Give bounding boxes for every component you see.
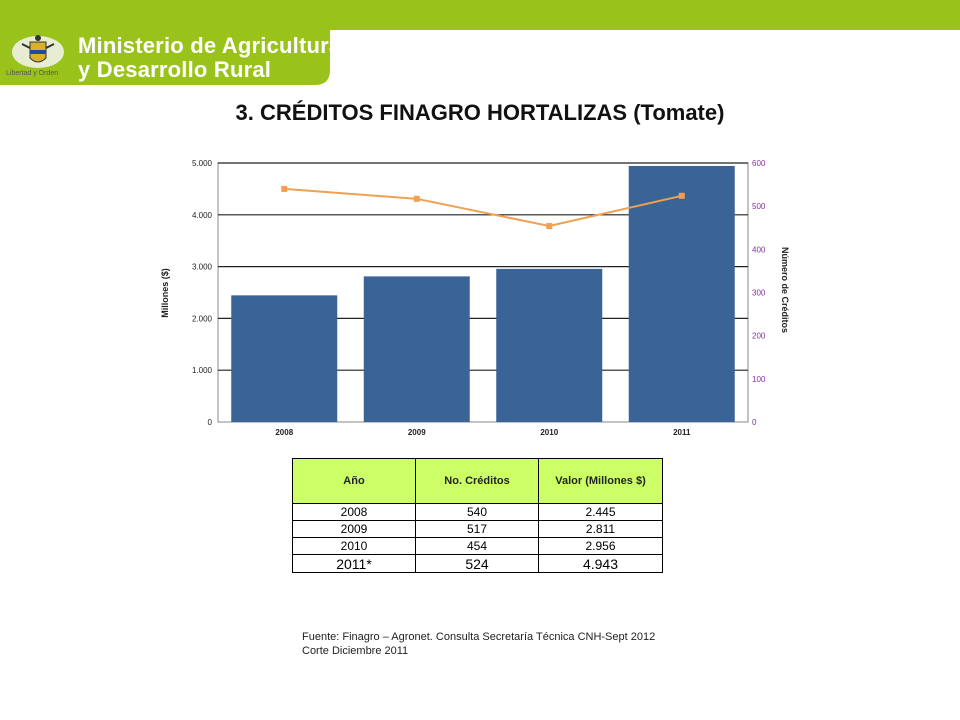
- y-tick-label: 5.000: [192, 159, 213, 168]
- cell-value: 4.943: [538, 554, 663, 573]
- y-tick-label: 0: [208, 418, 213, 427]
- header-year: Año: [292, 458, 416, 504]
- cell-credits: 517: [415, 520, 539, 538]
- cell-credits: 540: [415, 503, 539, 521]
- table-row: 2011* 524 4.943: [292, 554, 663, 573]
- bar: [231, 295, 338, 422]
- y2-tick-label: 600: [752, 159, 766, 168]
- data-point: [678, 192, 685, 199]
- credits-table: Año No. Créditos Valor (Millones $) 2008…: [292, 458, 663, 573]
- cell-credits: 524: [415, 554, 539, 573]
- source-note: Fuente: Finagro – Agronet. Consulta Secr…: [302, 630, 655, 658]
- data-point: [281, 185, 288, 192]
- bar: [496, 268, 603, 422]
- chart-line: [281, 185, 685, 230]
- cell-credits: 454: [415, 537, 539, 555]
- y-tick-label: 3.000: [192, 263, 213, 272]
- source-line1: Fuente: Finagro – Agronet. Consulta Secr…: [302, 631, 656, 643]
- chart-axes: 0 1.000 2.000 3.000 4.000 5.000 0 100 200 300 400 5…: [192, 159, 766, 437]
- y2-tick-label: 100: [752, 375, 766, 384]
- y2-tick-label: 400: [752, 245, 766, 254]
- table-row: 2010 454 2.956: [292, 537, 663, 555]
- y-axis-label: Millones ($): [160, 268, 170, 318]
- data-point: [546, 223, 553, 230]
- y-tick-label: 4.000: [192, 211, 213, 220]
- y2-tick-label: 200: [752, 332, 766, 341]
- table-row: 2009 517 2.811: [292, 520, 663, 538]
- bar: [363, 276, 470, 422]
- cell-year: 2008: [292, 503, 416, 521]
- y-tick-label: 1.000: [192, 366, 213, 375]
- cell-value: 2.445: [538, 503, 663, 521]
- credits-line: [284, 187, 682, 228]
- y2-tick-label: 300: [752, 289, 766, 298]
- header-value: Valor (Millones $): [538, 458, 663, 504]
- y2-axis-label: Número de Créditos: [780, 247, 790, 333]
- credits-chart: 0 1.000 2.000 3.000 4.000 5.000 0 100 200 300 400 5…: [160, 159, 790, 437]
- chart-bars: [231, 165, 735, 422]
- ministry-line2: y Desarrollo Rural: [78, 57, 272, 82]
- y2-tick-label: 500: [752, 202, 766, 211]
- ministry-line1: Ministerio de Agricultura: [78, 33, 342, 58]
- cell-year: 2011*: [292, 554, 416, 573]
- data-point: [413, 195, 420, 202]
- ministry-name: Ministerio de Agricultura y Desarrollo R…: [78, 34, 341, 82]
- logo-banner: [0, 30, 330, 85]
- cell-year: 2009: [292, 520, 416, 538]
- header-credits: No. Créditos: [415, 458, 539, 504]
- cell-value: 2.956: [538, 537, 663, 555]
- cell-value: 2.811: [538, 520, 663, 538]
- source-line2: Corte Diciembre 2011: [302, 645, 409, 657]
- x-tick-label: 2011: [673, 428, 691, 437]
- table-row: 2008 540 2.445: [292, 503, 663, 521]
- x-tick-label: 2010: [540, 428, 558, 437]
- y-tick-label: 2.000: [192, 314, 213, 323]
- x-tick-label: 2009: [408, 428, 426, 437]
- cell-year: 2010: [292, 537, 416, 555]
- page-title: 3. CRÉDITOS FINAGRO HORTALIZAS (Tomate): [235, 100, 725, 125]
- bar: [628, 165, 735, 422]
- top-green-bar: [0, 0, 960, 30]
- coat-of-arms-icon: [12, 35, 64, 68]
- y2-tick-label: 0: [752, 418, 757, 427]
- x-tick-label: 2008: [275, 428, 293, 437]
- seal-caption: Libertad y Orden: [6, 70, 59, 77]
